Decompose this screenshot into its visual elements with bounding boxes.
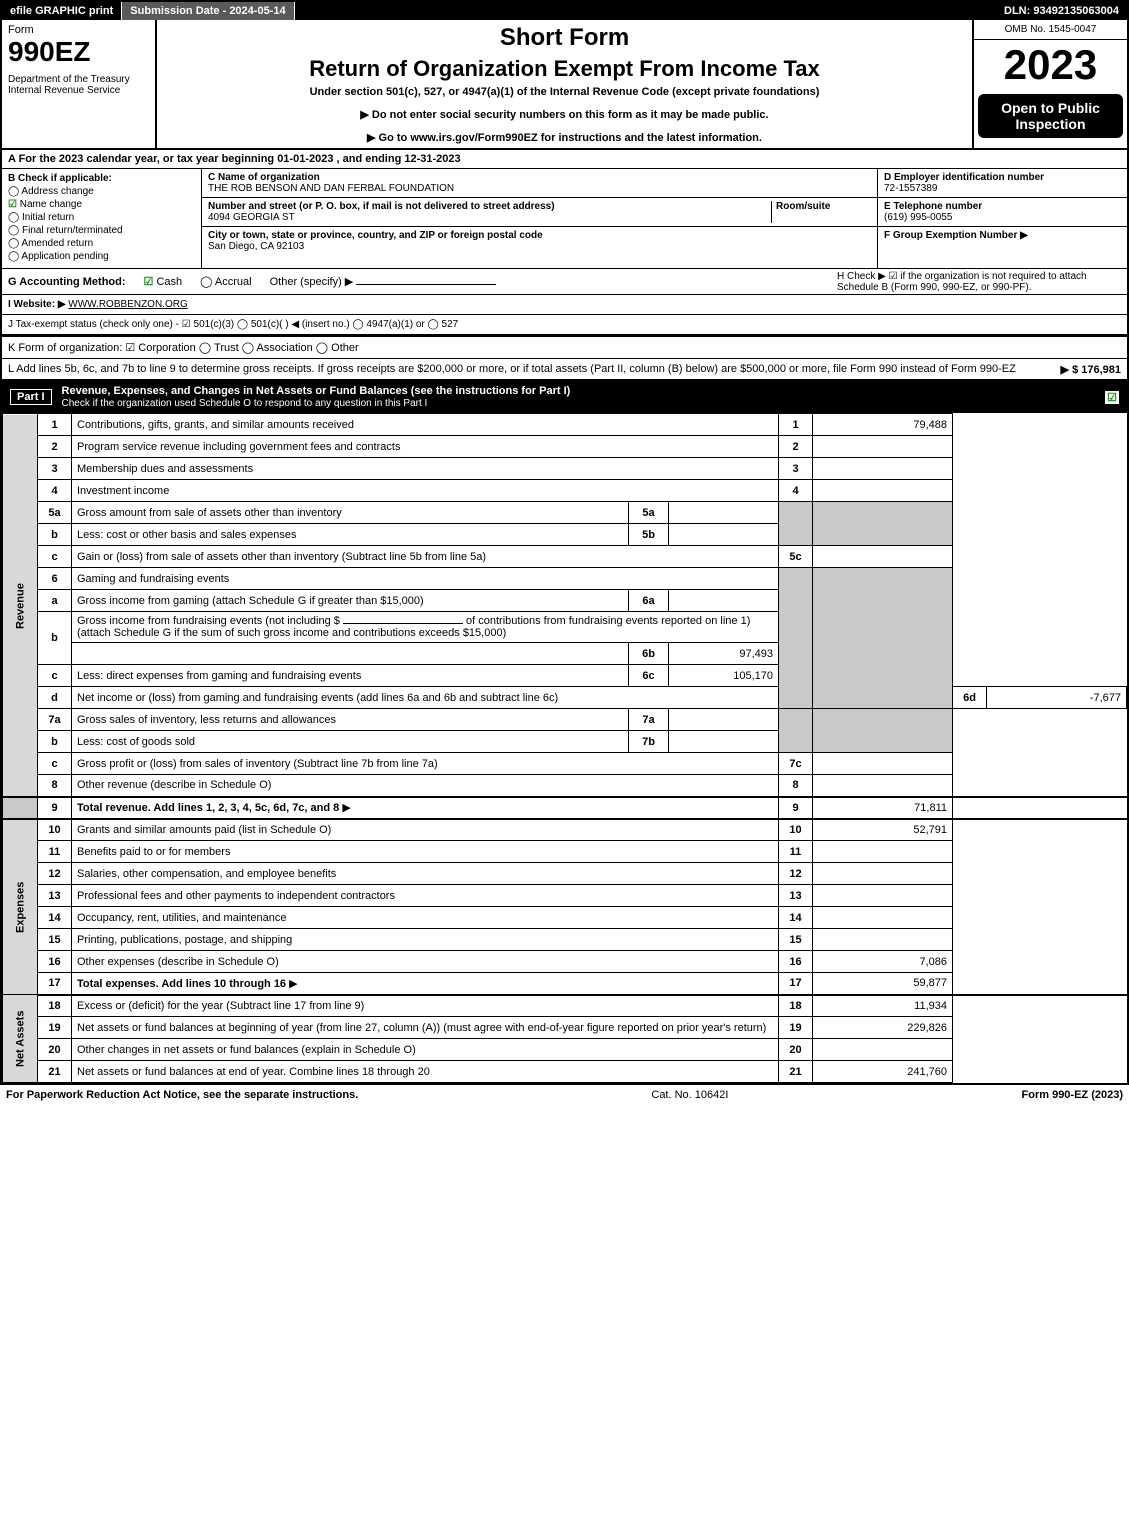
table-row: Revenue 1Contributions, gifts, grants, a… [3,414,1127,436]
org-name: THE ROB BENSON AND DAN FERBAL FOUNDATION [208,183,454,194]
footer-cat-no: Cat. No. 10642I [651,1089,728,1101]
check-initial-return[interactable]: ◯ Initial return [8,212,195,223]
header-right: OMB No. 1545-0047 2023 Open to Public In… [972,20,1127,148]
check-name-change[interactable]: ☑ Name change [8,199,195,210]
phone-cell: E Telephone number (619) 995-0055 [878,198,1127,227]
net-assets-side-label: Net Assets [3,995,38,1083]
ein-cell: D Employer identification number 72-1557… [878,169,1127,198]
website-value[interactable]: WWW.ROBBENZON.ORG [68,299,187,310]
group-exemption-cell: F Group Exemption Number ▶ [878,227,1127,244]
goto-link[interactable]: ▶ Go to www.irs.gov/Form990EZ for instru… [165,131,964,144]
city-value: San Diego, CA 92103 [208,241,304,252]
part-i-title: Revenue, Expenses, and Changes in Net As… [62,385,571,409]
line-10-value: 52,791 [813,819,953,841]
box-B-title: B Check if applicable: [8,173,195,184]
department-label: Department of the Treasury Internal Reve… [8,74,149,96]
row-K-form-org: K Form of organization: ☑ Corporation ◯ … [2,335,1127,359]
ein-value: 72-1557389 [884,183,937,194]
main-title: Return of Organization Exempt From Incom… [165,56,964,82]
line-9-value: 71,811 [813,797,953,819]
line-18-value: 11,934 [813,995,953,1017]
row-H-schedule-b: H Check ▶ ☑ if the organization is not r… [837,271,1117,293]
row-J-tax-exempt: J Tax-exempt status (check only one) - ☑… [2,315,1127,335]
city-cell: City or town, state or province, country… [202,227,877,255]
line-1-value: 79,488 [813,414,953,436]
form-word: Form [8,24,149,36]
part-i-header: Part I Revenue, Expenses, and Changes in… [2,381,1127,413]
short-form-title: Short Form [165,24,964,52]
row-I-website: I Website: ▶ WWW.ROBBENZON.ORG [2,295,1127,315]
gross-receipts-value: ▶ $ 176,981 [1061,363,1121,376]
row-G-H: G Accounting Method: ☑ Cash ◯ Accrual Ot… [2,269,1127,295]
phone-value: (619) 995-0055 [884,212,952,223]
box-D-E-F: D Employer identification number 72-1557… [877,169,1127,268]
line-6d-value: -7,677 [987,687,1127,709]
submission-date: Submission Date - 2024-05-14 [122,2,294,20]
accounting-method-label: G Accounting Method: [8,276,126,288]
other-method[interactable]: Other (specify) ▶ [270,275,497,288]
subtitle: Under section 501(c), 527, or 4947(a)(1)… [165,86,964,98]
line-6c-value: 105,170 [669,665,779,687]
part-i-label: Part I [10,389,52,405]
line-16-value: 7,086 [813,951,953,973]
form-container: efile GRAPHIC print Submission Date - 20… [0,0,1129,1085]
line-21-value: 241,760 [813,1061,953,1083]
dln-label: DLN: 93492135063004 [996,2,1127,20]
ssn-warning: ▶ Do not enter social security numbers o… [165,108,964,121]
revenue-side-label: Revenue [3,414,38,797]
tax-year: 2023 [974,40,1127,90]
check-address-change[interactable]: ◯ Address change [8,186,195,197]
open-to-public-badge: Open to Public Inspection [978,94,1123,138]
section-B-to-F: B Check if applicable: ◯ Address change … [2,169,1127,269]
top-bar: efile GRAPHIC print Submission Date - 20… [2,2,1127,20]
omb-number: OMB No. 1545-0047 [974,20,1127,40]
page-footer: For Paperwork Reduction Act Notice, see … [0,1085,1129,1105]
line-19-value: 229,826 [813,1017,953,1039]
form-header: Form 990EZ Department of the Treasury In… [2,20,1127,150]
expenses-side-label: Expenses [3,819,38,995]
box-C-address: C Name of organization THE ROB BENSON AN… [202,169,877,268]
part-i-table: Revenue 1Contributions, gifts, grants, a… [2,413,1127,1083]
footer-form-ref: Form 990-EZ (2023) [1022,1089,1123,1101]
org-name-cell: C Name of organization THE ROB BENSON AN… [202,169,877,198]
efile-print-label[interactable]: efile GRAPHIC print [2,2,122,20]
line-17-value: 59,877 [813,973,953,995]
check-amended-return[interactable]: ◯ Amended return [8,238,195,249]
schedule-o-check-icon[interactable]: ☑ [1105,391,1119,404]
form-number: 990EZ [8,36,149,68]
header-left: Form 990EZ Department of the Treasury In… [2,20,157,148]
check-application-pending[interactable]: ◯ Application pending [8,251,195,262]
check-final-return[interactable]: ◯ Final return/terminated [8,225,195,236]
accrual-checkbox[interactable]: ◯ Accrual [200,275,251,288]
footer-left: For Paperwork Reduction Act Notice, see … [6,1089,358,1101]
street-value: 4094 GEORGIA ST [208,212,295,223]
line-6b-value: 97,493 [669,643,779,665]
header-center: Short Form Return of Organization Exempt… [157,20,972,148]
row-A-tax-year: A For the 2023 calendar year, or tax yea… [2,150,1127,169]
box-B-checkboxes: B Check if applicable: ◯ Address change … [2,169,202,268]
row-L-gross-receipts: L Add lines 5b, 6c, and 7b to line 9 to … [2,359,1127,381]
street-cell: Number and street (or P. O. box, if mail… [202,198,877,227]
cash-checkbox[interactable]: ☑ Cash [144,275,183,288]
